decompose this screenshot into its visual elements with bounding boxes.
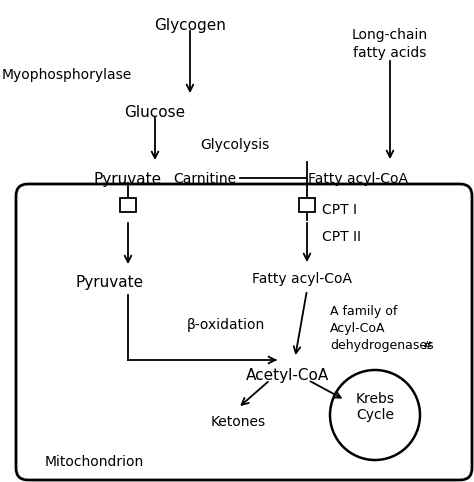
Text: #: # — [422, 341, 431, 351]
Text: Myophosphorylase: Myophosphorylase — [2, 68, 132, 82]
Text: Mitochondrion: Mitochondrion — [45, 455, 144, 469]
FancyBboxPatch shape — [16, 184, 472, 480]
Text: Acyl-CoA: Acyl-CoA — [330, 322, 385, 335]
Bar — [299, 198, 315, 212]
Text: fatty acids: fatty acids — [353, 46, 427, 60]
Text: Long-chain: Long-chain — [352, 28, 428, 42]
Text: Carnitine: Carnitine — [173, 172, 237, 186]
Bar — [120, 198, 136, 212]
Text: Pyruvate: Pyruvate — [94, 172, 162, 187]
Text: Fatty acyl-CoA: Fatty acyl-CoA — [308, 172, 408, 186]
Text: Fatty acyl-CoA: Fatty acyl-CoA — [252, 272, 352, 286]
Text: Acetyl-CoA: Acetyl-CoA — [246, 368, 329, 383]
Text: β-oxidation: β-oxidation — [187, 318, 265, 332]
Text: Ketones: Ketones — [210, 415, 265, 429]
Text: Glycogen: Glycogen — [154, 18, 226, 33]
Text: Krebs
Cycle: Krebs Cycle — [356, 392, 394, 422]
Circle shape — [330, 370, 420, 460]
Text: A family of: A family of — [330, 305, 397, 318]
Text: Glucose: Glucose — [125, 105, 185, 120]
Text: dehydrogenases: dehydrogenases — [330, 339, 434, 352]
Text: Glycolysis: Glycolysis — [200, 138, 269, 152]
Text: CPT II: CPT II — [322, 230, 361, 244]
Text: Pyruvate: Pyruvate — [76, 275, 144, 290]
Text: CPT I: CPT I — [322, 203, 357, 217]
